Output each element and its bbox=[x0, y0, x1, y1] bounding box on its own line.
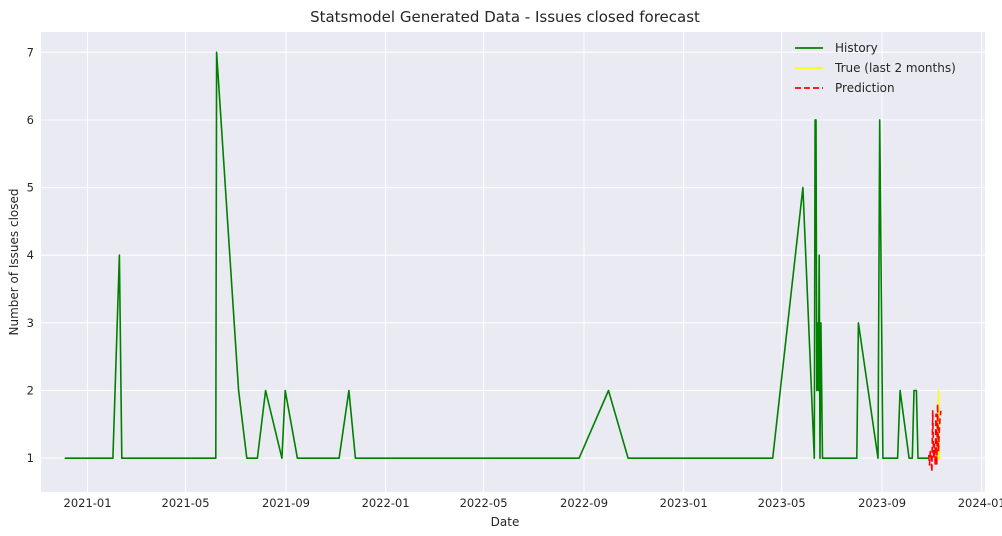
y-axis-ticks: 1 2 3 4 5 6 7 bbox=[27, 45, 34, 465]
x-tick-label: 2022-09 bbox=[560, 496, 608, 510]
y-tick-label: 6 bbox=[27, 113, 34, 127]
series-lines bbox=[64, 51, 942, 473]
x-tick-label: 2024-01 bbox=[958, 496, 1002, 510]
series-line-history bbox=[64, 51, 930, 460]
x-tick-label: 2021-09 bbox=[262, 496, 310, 510]
x-axis-ticks: 2021-01 2021-05 2021-09 2022-01 2022-05 2022-… bbox=[64, 496, 1002, 510]
x-tick-label: 2022-01 bbox=[362, 496, 410, 510]
legend: History True (last 2 months) Prediction bbox=[795, 41, 956, 95]
y-axis-label: Number of Issues closed bbox=[7, 188, 21, 335]
x-axis-label: Date bbox=[491, 515, 520, 529]
legend-label: True (last 2 months) bbox=[834, 61, 956, 75]
y-tick-label: 1 bbox=[27, 451, 34, 465]
y-tick-label: 3 bbox=[27, 316, 34, 330]
chart-title: Statsmodel Generated Data - Issues close… bbox=[310, 8, 700, 26]
x-tick-label: 2023-01 bbox=[660, 496, 708, 510]
series-line-prediction bbox=[927, 403, 942, 473]
legend-label: History bbox=[835, 41, 878, 55]
y-tick-label: 5 bbox=[27, 181, 34, 195]
x-tick-label: 2021-05 bbox=[162, 496, 210, 510]
x-tick-label: 2023-09 bbox=[858, 496, 906, 510]
x-tick-label: 2023-05 bbox=[758, 496, 806, 510]
y-tick-label: 7 bbox=[27, 45, 34, 59]
x-tick-label: 2022-05 bbox=[460, 496, 508, 510]
y-tick-label: 4 bbox=[27, 248, 34, 262]
x-tick-label: 2021-01 bbox=[64, 496, 112, 510]
y-tick-label: 2 bbox=[27, 384, 34, 398]
plot-area bbox=[41, 32, 985, 492]
legend-label: Prediction bbox=[835, 81, 895, 95]
